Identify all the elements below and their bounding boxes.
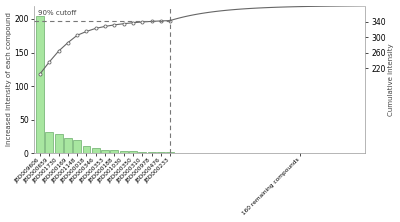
Bar [138, 152, 146, 153]
Bar [45, 132, 53, 153]
Bar [36, 16, 44, 153]
Bar [120, 151, 128, 153]
Bar [148, 152, 156, 153]
Bar [157, 152, 165, 153]
Bar [101, 150, 109, 153]
Bar [73, 140, 81, 153]
Bar [55, 134, 62, 153]
Y-axis label: Increased intensity of each compound: Increased intensity of each compound [6, 12, 12, 146]
Text: 90% cutoff: 90% cutoff [38, 10, 76, 16]
Bar [129, 151, 137, 153]
Bar [64, 138, 72, 153]
Bar [110, 151, 118, 153]
Y-axis label: Cumulative intensity: Cumulative intensity [388, 43, 394, 116]
Bar [92, 148, 100, 153]
Bar [82, 147, 90, 153]
